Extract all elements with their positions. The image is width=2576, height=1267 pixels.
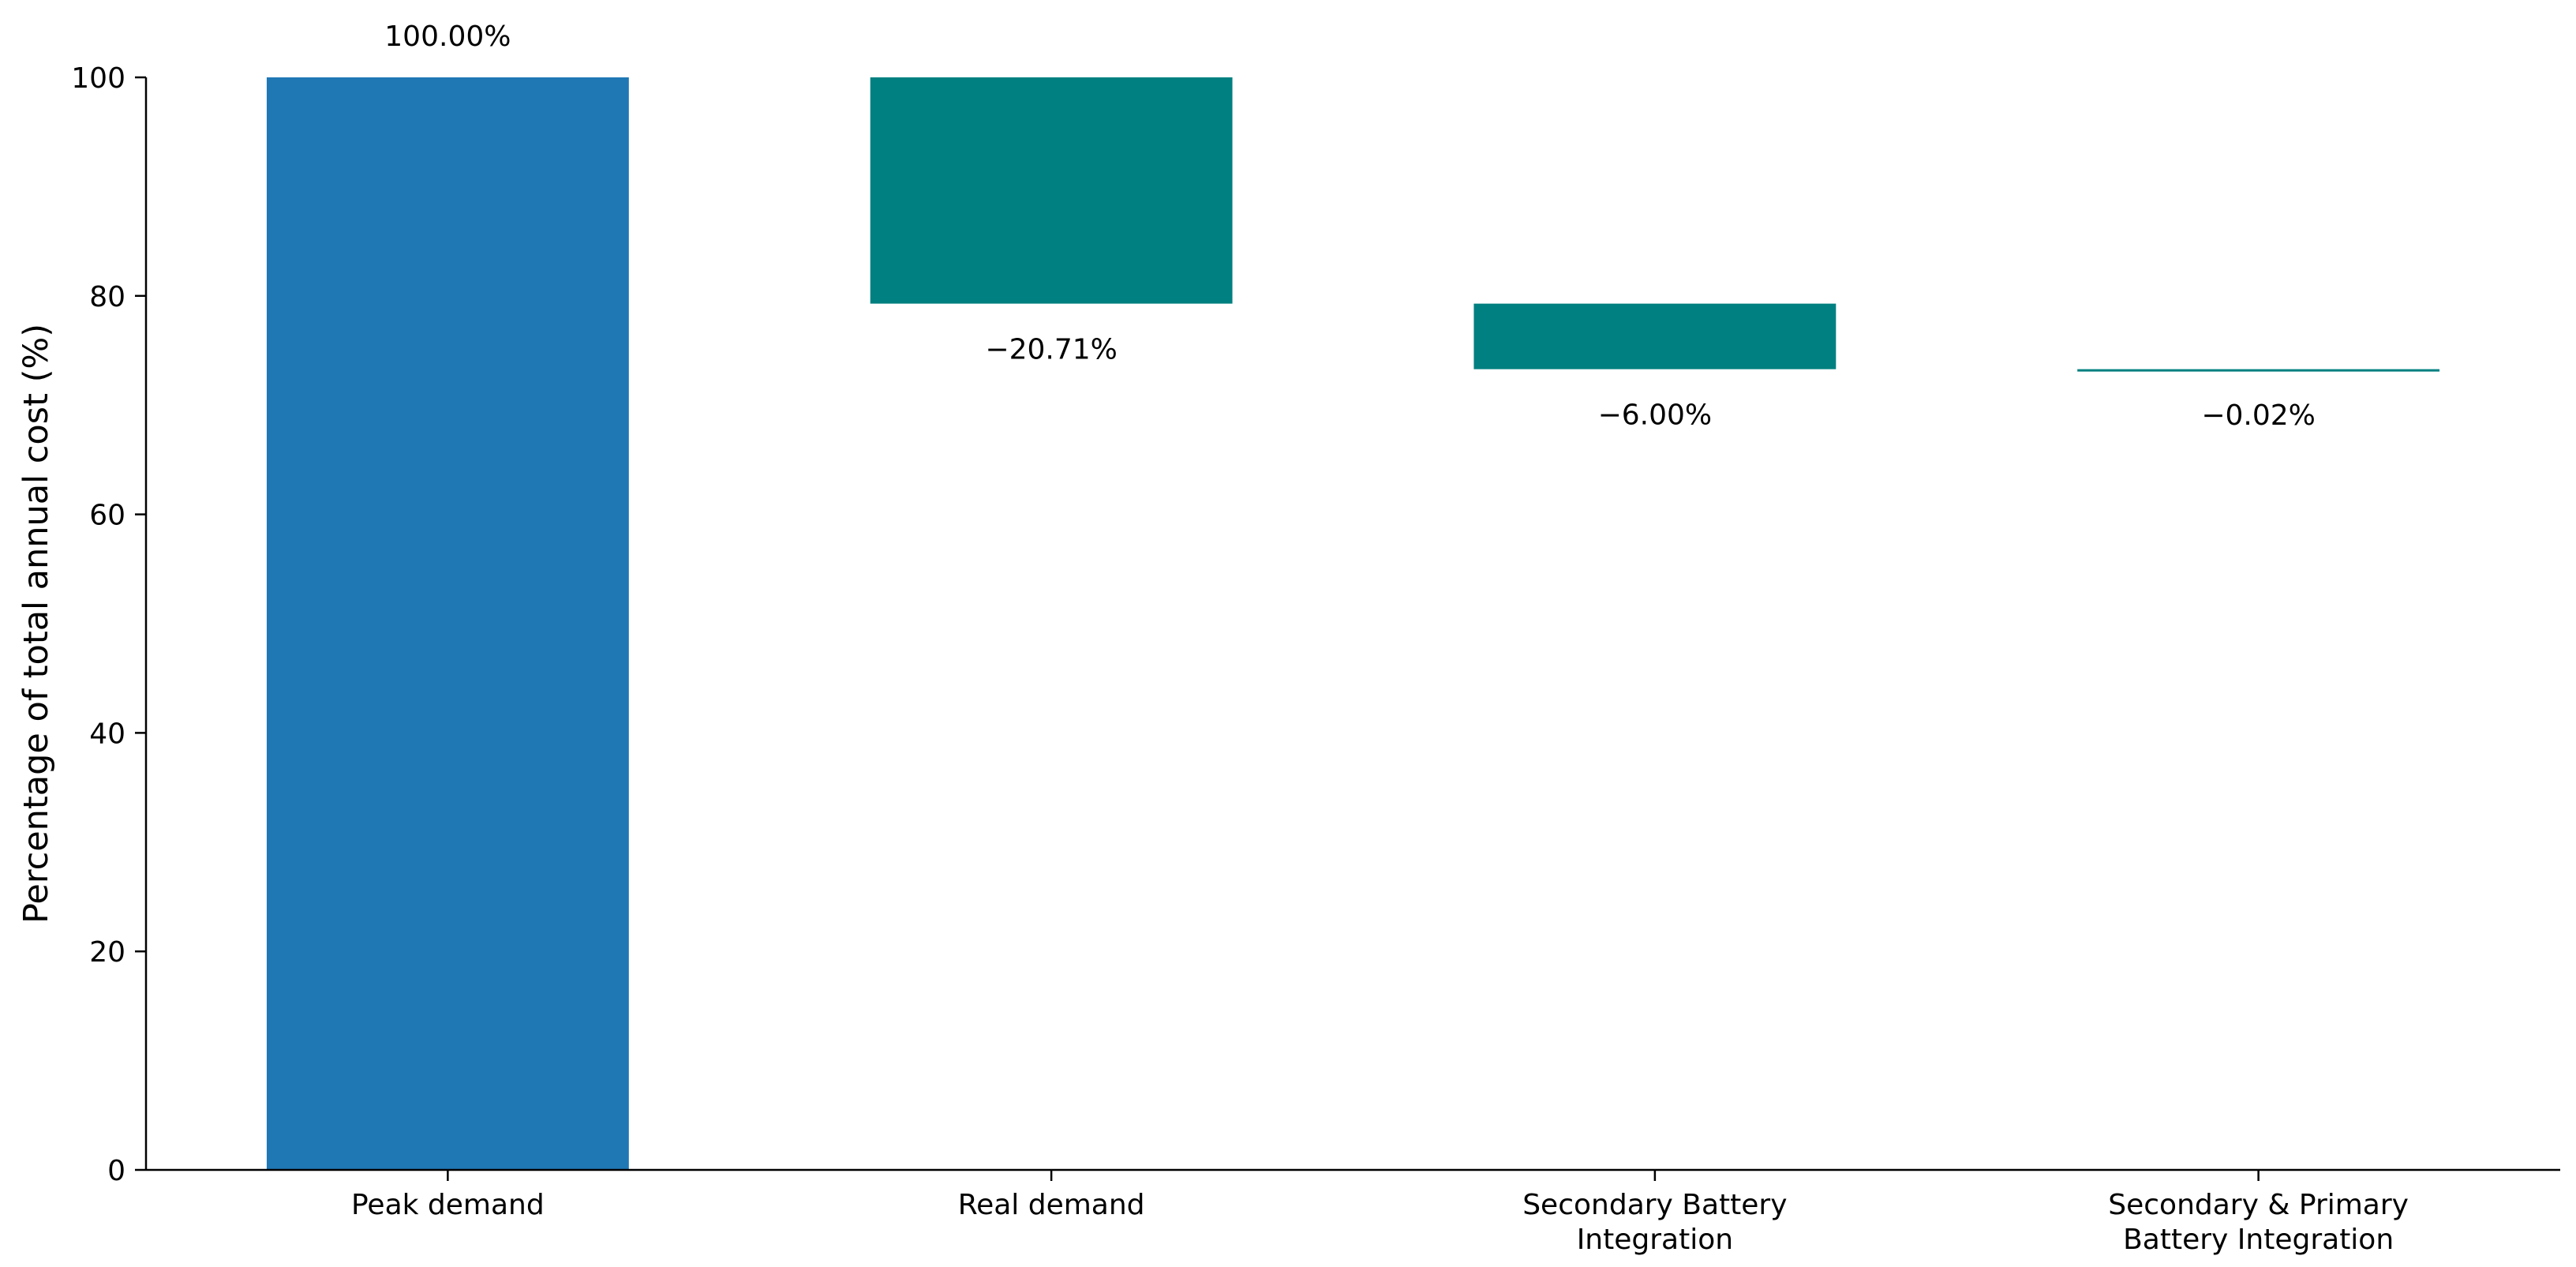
labels-layer: 100.00% −20.71% −6.00% −0.02% [384,21,2316,432]
data-label-1: 100.00% [384,21,511,53]
axes-layer: 0 20 40 60 80 100 Peak demand Real demand Second… [71,62,2560,1256]
category-label-3: Secondary Battery Integration [1522,1189,1787,1256]
data-label-4: −0.02% [2201,399,2316,432]
y-axis-label: Percentage of total annual cost (%) [17,324,56,924]
category-label-1: Peak demand [351,1189,545,1221]
data-label-2: −20.71% [985,334,1117,366]
bar-1 [266,77,629,1170]
bars-layer [266,77,2440,1170]
category-label-2: Real demand [958,1189,1145,1221]
y-tick-label-40: 40 [89,718,125,750]
y-tick-label-0: 0 [107,1155,125,1187]
bar-2 [870,77,1233,304]
y-tick-label-100: 100 [71,62,125,95]
category-label-4: Secondary & Primary Battery Integration [2108,1189,2409,1256]
y-tick-label-60: 60 [89,500,125,532]
y-tick-label-80: 80 [89,281,125,313]
bar-4 [2077,369,2440,372]
bar-3 [1473,303,1837,369]
data-label-3: −6.00% [1598,399,1713,432]
y-tick-label-20: 20 [89,936,125,969]
